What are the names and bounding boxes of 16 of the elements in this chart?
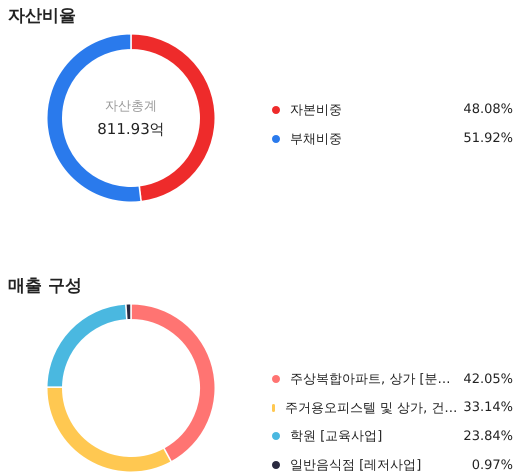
- legend-label: 일반음식점 [레저사업]: [290, 457, 422, 474]
- legend-label: 주거용오피스텔 및 상가, 건…: [284, 400, 458, 417]
- legend-label: 자본비중: [290, 102, 343, 118]
- legend-label: 주상복합아파트, 상가 [분…: [290, 371, 452, 388]
- text: 811.93억: [97, 119, 165, 140]
- chart-title: 자산비율: [8, 5, 76, 27]
- data-label: 23.84%: [463, 428, 513, 444]
- legend-label: 학원 [교육사업]: [290, 428, 384, 446]
- data-label: 48.08%: [463, 102, 513, 117]
- chart-title: 매출 구성: [8, 275, 82, 297]
- data-label: 33.14%: [463, 400, 513, 416]
- legend-label: 부채비중: [290, 130, 343, 148]
- text: 자산총계: [105, 98, 157, 116]
- data-label: 0.97%: [472, 458, 513, 473]
- data-label: 42.05%: [463, 372, 513, 387]
- data-label: 51.92%: [463, 131, 513, 146]
